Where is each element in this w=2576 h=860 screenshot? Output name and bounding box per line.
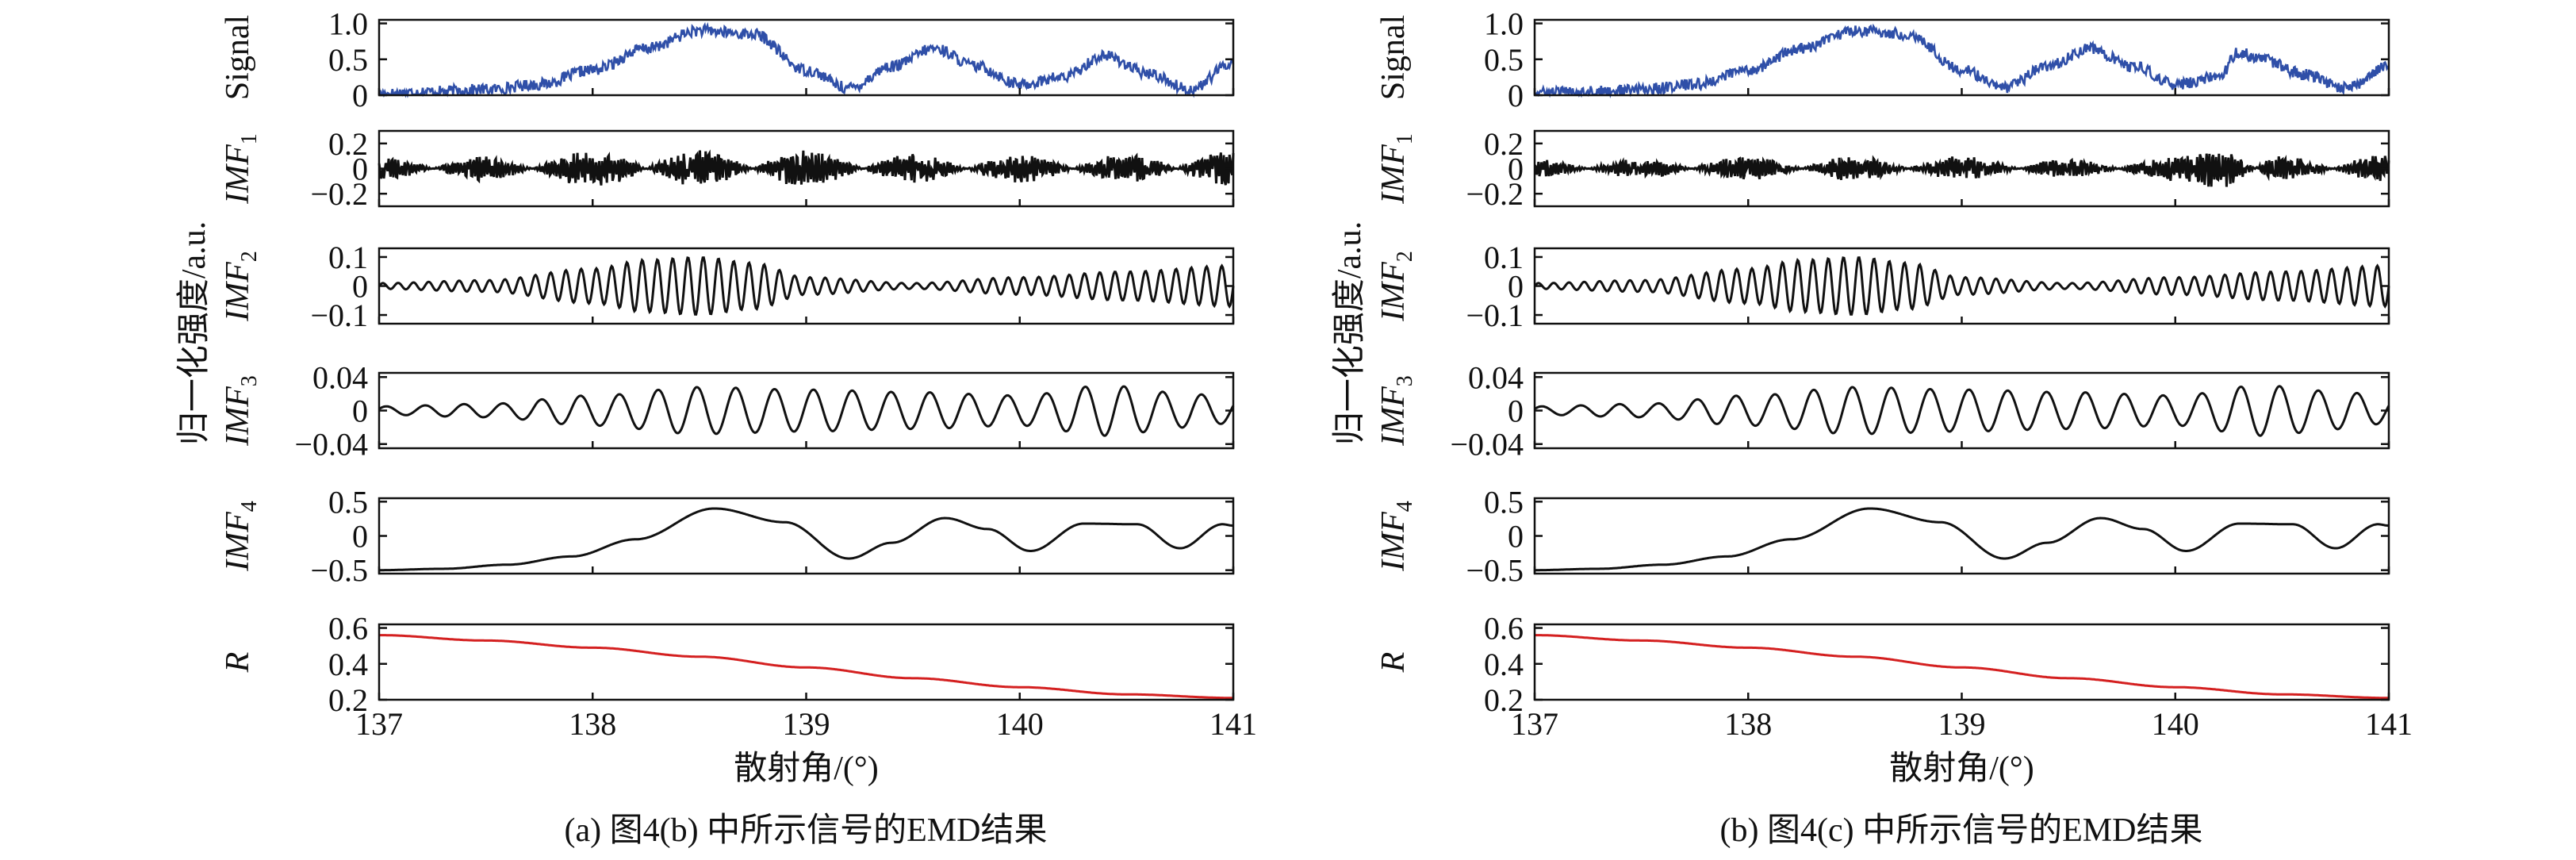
y-axis-label: 归一化强度/a.u.	[176, 221, 213, 445]
y-tick-label: −0.1	[310, 298, 368, 333]
panel-frame	[1533, 371, 2390, 450]
panel-frame	[1533, 623, 2390, 701]
series-line-imf1	[1533, 153, 2390, 187]
figure-caption: (b) 图4(c) 中所示信号的EMD结果	[1720, 812, 2203, 849]
panel-signal: 1.00.50 Signal	[1375, 6, 2390, 113]
panel-r: 0.60.40.2 R	[1375, 611, 2390, 718]
x-axis-label: 散射角/(°)	[734, 751, 878, 787]
panel-label-imf2: IMF2	[220, 251, 262, 322]
panel-label-r: R	[1375, 652, 1412, 674]
panel-label-r: R	[220, 652, 256, 674]
x-tick-label: 140	[2152, 706, 2199, 742]
y-tick-label: 0	[352, 269, 368, 305]
panel-signal: 1.00.50 Signal	[220, 6, 1235, 113]
panel-imf2: 0.10−0.1 IMF2	[1375, 240, 2390, 333]
x-tick-label: 137	[355, 706, 403, 742]
chart-b: 1.00.50Signal0.20−0.2IMF10.10−0.1IMF20.0…	[1332, 6, 2413, 849]
y-tick-label: 0.5	[1484, 484, 1524, 520]
panel-imf1: 0.20−0.2 IMF1	[1375, 126, 2390, 212]
series-line-imf3	[378, 385, 1235, 437]
y-tick-label: 0.5	[1484, 42, 1524, 78]
y-tick-label: 0	[1508, 394, 1524, 429]
x-tick-label: 139	[783, 706, 830, 742]
y-tick-label: −0.5	[1466, 553, 1524, 589]
y-tick-label: −0.04	[1450, 427, 1524, 463]
y-tick-label: 1.0	[1484, 6, 1524, 42]
y-tick-label: 0.04	[1468, 359, 1524, 395]
panel-label-imf4: IMF4	[1375, 501, 1417, 572]
panel-label-signal: Signal	[1375, 15, 1412, 100]
series-line-imf2	[378, 256, 1235, 316]
panel-r: 0.60.40.2 R	[220, 611, 1235, 718]
y-tick-label: 0.6	[1484, 611, 1524, 647]
panel-label-signal: Signal	[220, 15, 256, 100]
y-tick-label: 0	[352, 394, 368, 429]
y-tick-label: 0.2	[1484, 682, 1524, 718]
panel-imf3: 0.040−0.04 IMF3	[220, 359, 1235, 463]
y-tick-label: −0.04	[294, 427, 368, 463]
panel-label-imf1: IMF1	[1375, 133, 1417, 205]
y-tick-label: 0.5	[328, 484, 368, 520]
series-line-signal	[378, 21, 1235, 98]
series-line-signal	[1534, 23, 2390, 99]
y-tick-label: 0.2	[1484, 126, 1524, 162]
y-tick-label: −0.1	[1466, 298, 1524, 333]
series-line-imf1	[378, 149, 1235, 186]
panel-frame	[378, 497, 1235, 575]
series-line-imf4	[1535, 507, 2389, 572]
series-line-imf4	[379, 507, 1233, 572]
panel-label-imf3: IMF3	[220, 375, 262, 447]
y-tick-label: 0.4	[1484, 647, 1524, 682]
x-tick-label: 141	[1209, 706, 1257, 742]
series-line-r	[379, 634, 1233, 700]
series-line-imf3	[1534, 385, 2390, 437]
panel-imf4: 0.50−0.5 IMF4	[1375, 484, 2390, 589]
y-tick-label: 0	[1508, 269, 1524, 305]
panel-imf3: 0.040−0.04 IMF3	[1375, 359, 2390, 463]
panel-imf1: 0.20−0.2 IMF1	[220, 126, 1235, 212]
series-line-r	[1535, 634, 2389, 700]
panel-imf2: 0.10−0.1 IMF2	[220, 240, 1235, 333]
x-tick-label: 138	[1724, 706, 1772, 742]
y-tick-label: 1.0	[328, 6, 368, 42]
y-tick-label: 0.04	[312, 359, 368, 395]
y-tick-label: 0.2	[328, 126, 368, 162]
y-tick-label: 0	[1508, 152, 1524, 187]
y-tick-label: −0.2	[1466, 176, 1524, 212]
y-tick-label: 0.1	[1484, 240, 1524, 275]
x-tick-label: 137	[1511, 706, 1558, 742]
y-tick-label: 0.1	[328, 240, 368, 275]
panel-frame	[378, 623, 1235, 701]
x-tick-label: 138	[569, 706, 616, 742]
x-tick-label: 141	[2365, 706, 2413, 742]
panel-imf4: 0.50−0.5 IMF4	[220, 484, 1235, 589]
panel-frame	[1533, 497, 2390, 575]
x-axis-label: 散射角/(°)	[1889, 751, 2034, 787]
x-tick-label: 139	[1938, 706, 1986, 742]
panel-label-imf3: IMF3	[1375, 375, 1417, 447]
x-tick-label: 140	[996, 706, 1044, 742]
y-tick-label: 0	[352, 152, 368, 187]
series-line-imf2	[1533, 256, 2390, 316]
y-tick-label: 0	[1508, 519, 1524, 555]
y-axis-label: 归一化强度/a.u.	[1332, 221, 1368, 445]
y-tick-label: 0	[1508, 78, 1524, 113]
figure-caption: (a) 图4(b) 中所示信号的EMD结果	[565, 812, 1048, 849]
y-tick-label: 0	[352, 78, 368, 113]
y-tick-label: 0.2	[328, 682, 368, 718]
y-tick-label: 0.6	[328, 611, 368, 647]
panel-label-imf1: IMF1	[220, 133, 262, 205]
panel-label-imf2: IMF2	[1375, 251, 1417, 322]
panel-frame	[378, 371, 1235, 450]
y-tick-label: 0	[352, 519, 368, 555]
chart-a: 1.00.50Signal0.20−0.2IMF10.10−0.1IMF20.0…	[176, 6, 1257, 849]
panel-label-imf4: IMF4	[220, 501, 262, 572]
y-tick-label: 0.4	[328, 647, 368, 682]
y-tick-label: 0.5	[328, 42, 368, 78]
y-tick-label: −0.2	[310, 176, 368, 212]
y-tick-label: −0.5	[310, 553, 368, 589]
